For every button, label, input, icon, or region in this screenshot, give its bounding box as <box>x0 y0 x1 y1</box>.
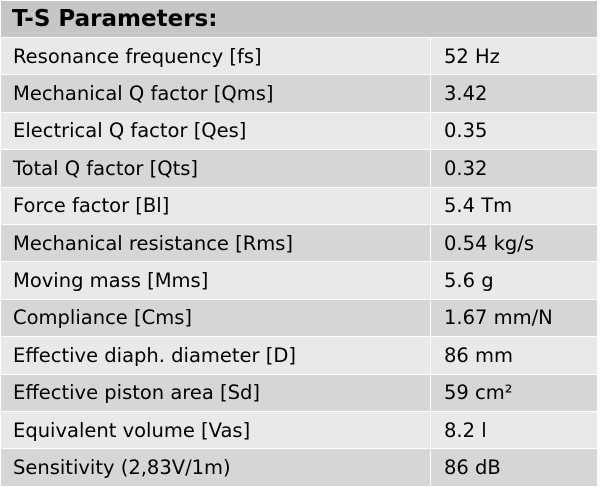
parameter-value: 5.4 Tm <box>430 187 597 224</box>
table-row-piston-area: Effective piston area [Sd] 59 cm² <box>1 374 597 412</box>
parameter-value: 8.2 l <box>430 411 597 449</box>
parameter-value: 86 mm <box>430 337 597 374</box>
parameter-label: Force factor [Bl] <box>13 194 170 218</box>
parameter-label: Moving mass [Mms] <box>13 269 209 293</box>
parameter-value: 3.42 <box>430 75 597 112</box>
table-row-sensitivity: Sensitivity (2,83V/1m) 86 dB <box>1 449 597 487</box>
parameter-label: Mechanical Q factor [Qms] <box>13 82 274 106</box>
parameter-label: Total Q factor [Qts] <box>13 156 198 180</box>
table-row-diaphragm-diameter: Effective diaph. diameter [D] 86 mm <box>1 337 597 375</box>
parameter-value: 1.67 mm/N <box>430 299 597 337</box>
parameter-label: Effective piston area [Sd] <box>13 381 261 405</box>
table-row-equivalent-volume: Equivalent volume [Vas] 8.2 l <box>1 411 597 450</box>
table-row-electrical-q: Electrical Q factor [Qes] 0.35 <box>1 112 597 151</box>
table-row-total-q: Total Q factor [Qts] 0.32 <box>1 150 597 188</box>
parameter-value: 59 cm² <box>430 374 597 411</box>
table-row-moving-mass: Moving mass [Mms] 5.6 g <box>1 262 597 300</box>
parameter-label: Effective diaph. diameter [D] <box>13 343 296 367</box>
parameter-value: 5.6 g <box>430 262 597 299</box>
parameter-value: 0.54 kg/s <box>430 224 597 262</box>
table-row-resonance-frequency: Resonance frequency [fs] 52 Hz <box>1 38 597 76</box>
parameter-value: 52 Hz <box>430 38 597 75</box>
table-row-mechanical-resistance: Mechanical resistance [Rms] 0.54 kg/s <box>1 224 597 263</box>
table-row-mechanical-q: Mechanical Q factor [Qms] 3.42 <box>1 75 597 113</box>
table-row-compliance: Compliance [Cms] 1.67 mm/N <box>1 299 597 338</box>
parameter-label: Sensitivity (2,83V/1m) <box>13 455 231 479</box>
table-header: T-S Parameters: <box>1 1 597 38</box>
parameter-label: Equivalent volume [Vas] <box>13 418 251 442</box>
table-row-force-factor: Force factor [Bl] 5.4 Tm <box>1 187 597 225</box>
parameter-label: Resonance frequency [fs] <box>13 44 262 68</box>
table-title: T-S Parameters: <box>12 6 218 32</box>
parameter-value: 0.35 <box>430 112 597 150</box>
parameter-label: Mechanical resistance [Rms] <box>13 231 294 255</box>
parameter-label: Compliance [Cms] <box>13 306 192 330</box>
parameter-label: Electrical Q factor [Qes] <box>13 119 247 143</box>
parameter-value: 86 dB <box>430 449 597 486</box>
parameter-value: 0.32 <box>430 150 597 187</box>
